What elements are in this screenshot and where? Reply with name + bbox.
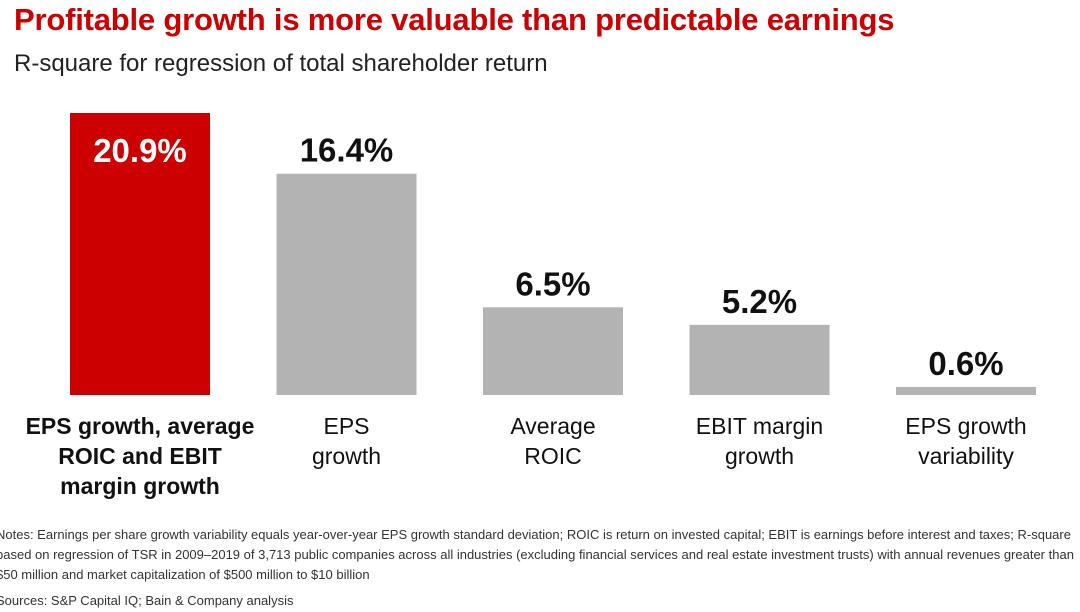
category-label-0: ROIC and EBIT [58,443,222,469]
chart-title: Profitable growth is more valuable than … [14,2,895,37]
data-label-2: 6.5% [515,265,590,302]
data-label-4: 0.6% [928,345,1003,382]
bar-0 [70,113,210,395]
notes: Notes: Earnings per share growth variabi… [0,527,1074,582]
category-label-0: EPS growth, average [26,413,255,439]
chart-subtitle: R-square for regression of total shareho… [14,50,548,77]
category-label-4: EPS growth [905,413,1026,439]
category-label-0: margin growth [60,473,220,499]
category-label-4: variability [918,443,1014,469]
bar-chart: 20.9% EPS growth, average ROIC and EBIT mar… [26,113,1036,499]
category-label-1: EPS [323,413,369,439]
bar-2 [483,307,623,395]
category-label-3: growth [725,443,794,469]
data-label-3: 5.2% [722,283,797,320]
data-label-1: 16.4% [300,132,394,169]
category-label-2: Average [510,413,595,439]
bar-1 [276,173,417,395]
category-label-2: ROIC [524,443,582,469]
sources: Sources: S&P Capital IQ; Bain & Company … [0,593,294,608]
data-label-0: 20.9% [93,132,187,169]
category-label-1: growth [312,443,381,469]
category-label-3: EBIT margin [696,413,823,439]
bar-4 [896,386,1036,395]
bar-3 [689,324,830,395]
